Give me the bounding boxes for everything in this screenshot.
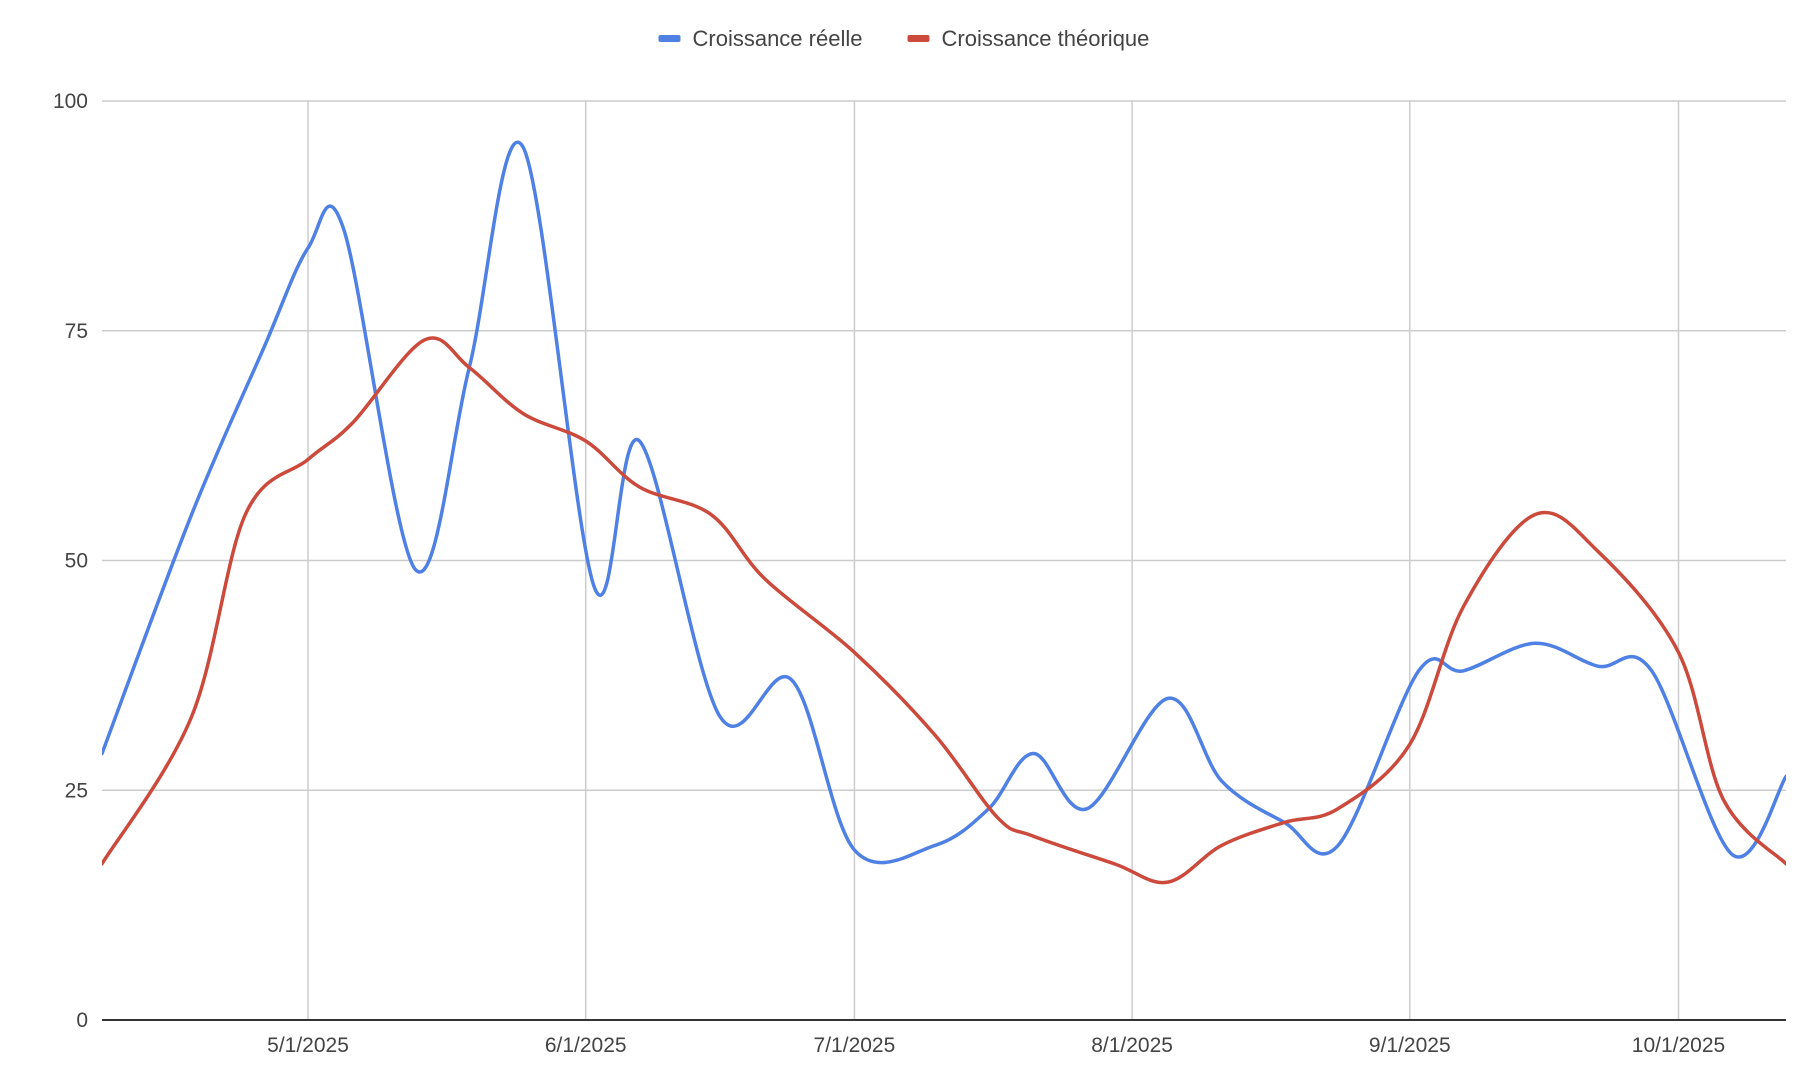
legend-label-1: Croissance réelle [693,26,863,51]
chart-gridlines [102,100,1786,1020]
y-tick-label: 75 [65,320,88,343]
y-axis: 0 25 50 75 100 [53,90,88,1032]
chart-series [102,140,1786,885]
y-tick-label: 25 [65,779,88,802]
y-tick-label: 100 [53,90,88,113]
x-tick-label: 10/1/2025 [1632,1034,1725,1057]
x-tick-label: 6/1/2025 [545,1034,627,1057]
legend-label-2: Croissance théorique [942,26,1150,51]
series-line-2 [102,336,1786,885]
y-tick-label: 50 [65,550,88,573]
legend-swatch-2 [907,35,930,42]
x-tick-label: 7/1/2025 [814,1034,896,1057]
x-tick-label: 8/1/2025 [1091,1034,1173,1057]
series-line-1 [102,140,1786,865]
chart-legend: Croissance réelle Croissance théorique [658,26,1150,51]
legend-swatch-1 [658,35,681,42]
x-tick-label: 9/1/2025 [1369,1034,1451,1057]
x-tick-label: 5/1/2025 [267,1034,349,1057]
y-tick-label: 0 [76,1009,88,1032]
x-axis: 5/1/2025 6/1/2025 7/1/2025 8/1/2025 9/1/2025… [102,1019,1786,1057]
